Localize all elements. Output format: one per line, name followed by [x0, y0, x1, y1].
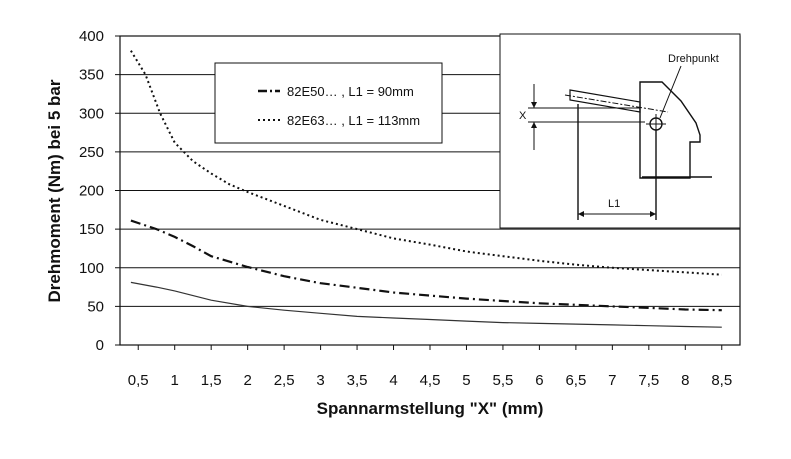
l1-arrowhead-left	[578, 211, 584, 217]
y-tick-label: 350	[79, 67, 104, 84]
y-tick-label: 50	[87, 298, 104, 315]
x-tick-label: 6	[535, 372, 543, 389]
x-dim-label: X	[519, 110, 527, 122]
y-tick-label: 400	[79, 28, 104, 45]
series-line-3	[130, 281, 722, 328]
clamp-body	[639, 81, 701, 179]
y-tick-label: 200	[79, 183, 104, 200]
legend-label-82e50: 82E50… , L1 = 90mm	[287, 84, 414, 99]
inset-diagram: Drehpunkt X L1	[499, 33, 741, 229]
series-line-2	[130, 50, 722, 276]
x-tick-label: 0,5	[128, 372, 149, 389]
x-tick-label: 6,5	[565, 372, 586, 389]
clamp-arm	[569, 89, 641, 113]
pivot-leader	[659, 65, 682, 119]
y-tick-label: 150	[79, 221, 104, 238]
x-tick-label: 5,5	[493, 372, 514, 389]
x-tick-labels: 0,5 1 1,5 2 2,5 3 3,5 4 4,5 5 5,5 6 6,5 7 7,5 8 8,5	[128, 372, 732, 389]
y-tick-label: 100	[79, 260, 104, 277]
inset-box	[499, 33, 741, 229]
x-dim-arrowhead-top	[531, 102, 537, 108]
series-line-1	[130, 219, 722, 312]
series-lines	[130, 50, 722, 328]
pivot-label: Drehpunkt	[668, 53, 719, 65]
arm-centerline	[564, 94, 669, 113]
x-tick-label: 7,5	[638, 372, 659, 389]
x-tick-label: 3	[316, 372, 324, 389]
y-tick-label: 300	[79, 105, 104, 122]
x-tick-label: 2	[243, 372, 251, 389]
x-tick-label: 2,5	[274, 372, 295, 389]
x-dim-arrowhead-bottom	[531, 122, 537, 128]
l1-arrowhead-right	[650, 211, 656, 217]
x-tick-label: 4,5	[420, 372, 441, 389]
y-tick-labels: 0 50 100 150 200 250 300 350 400	[79, 28, 104, 354]
x-tick-label: 1,5	[201, 372, 222, 389]
x-tick-label: 1	[171, 372, 179, 389]
x-tick-label: 7	[608, 372, 616, 389]
x-tick-label: 8	[681, 372, 689, 389]
x-tick-label: 8,5	[711, 372, 732, 389]
y-tick-label: 0	[96, 337, 104, 354]
x-tick-label: 3,5	[347, 372, 368, 389]
legend-box	[214, 62, 443, 144]
x-tick-label: 5	[462, 372, 470, 389]
l1-label: L1	[608, 198, 620, 210]
y-axis-title: Drehmoment (Nm) bei 5 bar	[45, 79, 64, 302]
y-tick-label: 250	[79, 144, 104, 161]
x-axis-title: Spannarmstellung "X" (mm)	[317, 399, 544, 418]
legend: 82E50… , L1 = 90mm 82E63… , L1 = 113mm	[214, 62, 443, 144]
x-tick-label: 4	[389, 372, 397, 389]
legend-label-82e63: 82E63… , L1 = 113mm	[287, 113, 420, 128]
